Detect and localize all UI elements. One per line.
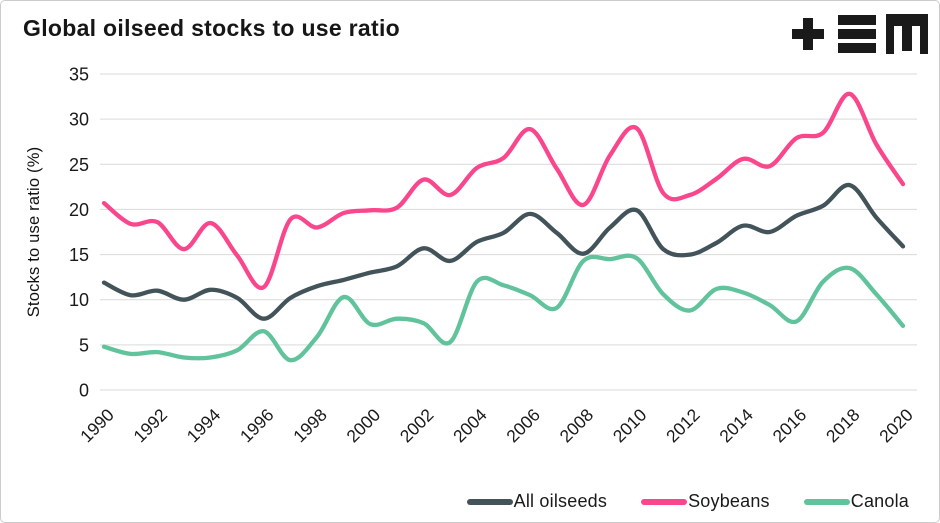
brand-logo [792, 14, 928, 54]
x-tick-label: 2008 [556, 405, 598, 447]
y-tick-label: 30 [69, 110, 89, 130]
gridlines [100, 73, 917, 391]
legend-label: Canola [850, 491, 909, 511]
m-glyph-icon [886, 14, 928, 54]
legend-item-soybeans: Soybeans [641, 491, 770, 512]
x-tick-label: 1994 [183, 405, 225, 447]
page-title: Global oilseed stocks to use ratio [23, 15, 401, 41]
line-chart: 0 5 10 15 20 25 30 35 1990 1992 1994 1996 1998 2000 2… [25, 65, 917, 447]
y-tick-label: 20 [69, 200, 89, 220]
x-tick-label: 1992 [129, 405, 171, 447]
legend-label: All oilseeds [513, 491, 608, 511]
series-lines [101, 91, 906, 363]
x-tick-label: 2012 [662, 405, 704, 447]
x-tick-label: 2018 [822, 405, 864, 447]
y-tick-label: 25 [69, 155, 89, 175]
x-tick-label: 2020 [875, 405, 917, 447]
series-line-soybeans [101, 91, 906, 291]
x-tick-label: 1996 [236, 405, 278, 447]
legend-item-all-oilseeds: All oilseeds [466, 491, 608, 512]
series-line-canola [101, 253, 906, 363]
x-tick-label: 2006 [502, 405, 544, 447]
y-tick-label: 15 [69, 245, 89, 265]
legend-label: Soybeans [688, 491, 770, 511]
legend-swatch-all-oilseeds [466, 498, 513, 505]
x-tick-label: 2000 [342, 405, 384, 447]
y-axis-tick-labels: 0 5 10 15 20 25 30 35 [69, 65, 89, 401]
x-tick-label: 1998 [289, 405, 331, 447]
x-tick-label: 2002 [396, 405, 438, 447]
plus-icon [792, 18, 824, 50]
legend-swatch-canola [803, 498, 850, 505]
legend-item-canola: Canola [803, 491, 909, 512]
y-tick-label: 10 [69, 290, 89, 310]
y-tick-label: 5 [79, 335, 89, 355]
x-tick-label: 2014 [715, 405, 757, 447]
x-tick-label: 1990 [76, 405, 118, 447]
y-tick-label: 35 [69, 65, 89, 85]
triple-bar-icon [838, 15, 876, 53]
y-tick-label: 0 [79, 381, 89, 401]
series-line-all-oilseeds [101, 182, 906, 321]
x-tick-label: 2010 [609, 405, 651, 447]
chart-legend: All oilseeds Soybeans Canola [466, 491, 909, 512]
y-axis-title: Stocks to use ratio (%) [25, 147, 43, 318]
legend-swatch-soybeans [641, 498, 688, 505]
x-tick-label: 2004 [449, 405, 491, 447]
x-tick-label: 2016 [769, 405, 811, 447]
x-axis-tick-labels: 1990 1992 1994 1996 1998 2000 2002 2004 2006 2008… [76, 405, 917, 447]
